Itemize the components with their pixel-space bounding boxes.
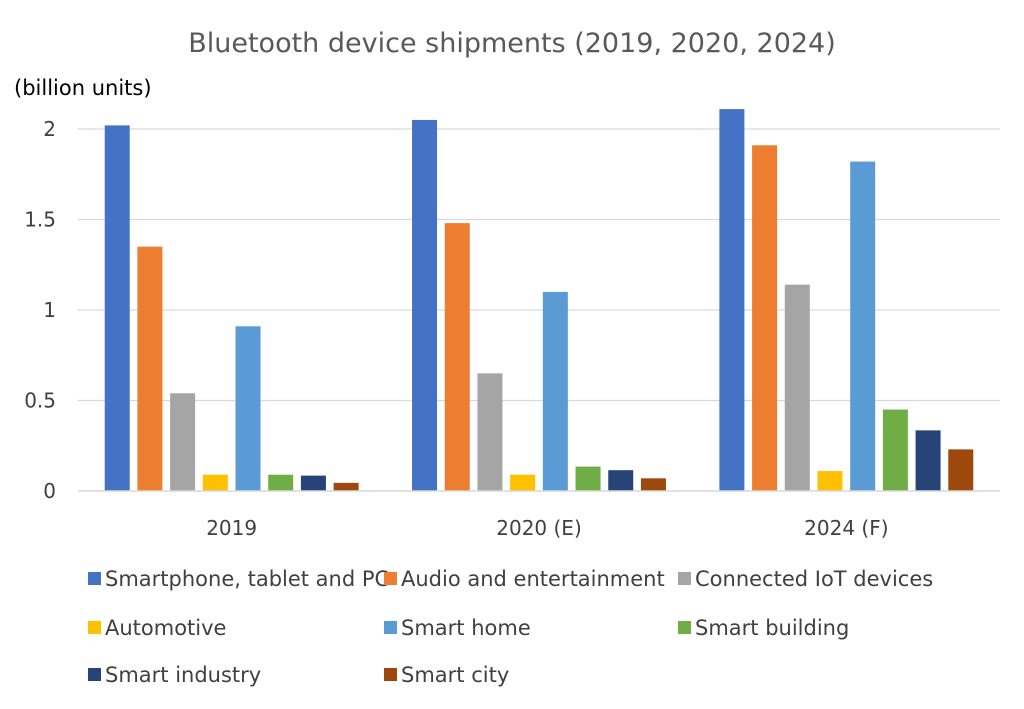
bar [752, 145, 778, 492]
legend-item: Smart city [384, 663, 509, 687]
bar [333, 482, 359, 491]
legend-item: Audio and entertainment [384, 567, 665, 591]
legend-swatch [88, 572, 101, 585]
bar [268, 474, 294, 491]
y-axis-unit-label: (billion units) [14, 76, 152, 100]
gridlines [78, 128, 1000, 402]
legend-swatch [88, 668, 101, 681]
bar [477, 373, 503, 491]
y-tick-label: 1.5 [24, 208, 56, 232]
legend-swatch [678, 572, 691, 585]
bar [202, 474, 228, 491]
y-tick-label: 0 [43, 479, 56, 503]
bar [640, 478, 666, 491]
legend-label: Connected IoT devices [695, 567, 933, 591]
bar [784, 284, 810, 491]
legend-swatch [384, 621, 397, 634]
legend-label: Smart building [695, 616, 849, 640]
bar [444, 223, 470, 491]
legend-label: Smart home [401, 616, 531, 640]
legend-swatch [88, 621, 101, 634]
legend-item: Connected IoT devices [678, 567, 933, 591]
bar [104, 125, 130, 491]
bar [915, 430, 941, 491]
bar [719, 109, 745, 491]
legend-swatch [384, 668, 397, 681]
bar [882, 409, 908, 491]
legend-label: Automotive [105, 616, 226, 640]
legend-swatch [678, 621, 691, 634]
legend-label: Smart city [401, 663, 509, 687]
legend-item: Smartphone, tablet and PC [88, 567, 389, 591]
bar [817, 471, 843, 491]
legend-label: Smart industry [105, 663, 261, 687]
bar [510, 474, 536, 491]
legend: Smartphone, tablet and PC Audio and enter… [88, 567, 933, 687]
bar [235, 326, 261, 491]
bar [137, 246, 163, 491]
y-tick-label: 1 [43, 298, 56, 322]
legend-item: Smart industry [88, 663, 261, 687]
x-tick-label: 2020 (E) [496, 516, 582, 540]
bar [300, 475, 326, 491]
bar [608, 470, 634, 491]
y-tick-label: 0.5 [24, 389, 56, 413]
legend-item: Smart building [678, 616, 849, 640]
legend-item: Automotive [88, 616, 226, 640]
bar [542, 291, 568, 491]
legend-swatch [384, 572, 397, 585]
legend-label: Smartphone, tablet and PC [105, 567, 389, 591]
x-tick-label: 2024 (F) [804, 516, 888, 540]
x-axis-ticks: 2019 2020 (E) 2024 (F) [206, 516, 888, 540]
bar [170, 393, 196, 491]
bar [850, 161, 876, 491]
bar [948, 449, 974, 491]
bar [575, 466, 601, 491]
bar [412, 119, 438, 491]
chart-title: Bluetooth device shipments (2019, 2020, … [188, 28, 836, 59]
bars [104, 109, 974, 492]
legend-item: Smart home [384, 616, 531, 640]
legend-label: Audio and entertainment [401, 567, 665, 591]
x-tick-label: 2019 [206, 516, 257, 540]
y-axis-ticks: 0 0.5 1 1.5 2 [24, 117, 56, 503]
y-tick-label: 2 [43, 117, 56, 141]
